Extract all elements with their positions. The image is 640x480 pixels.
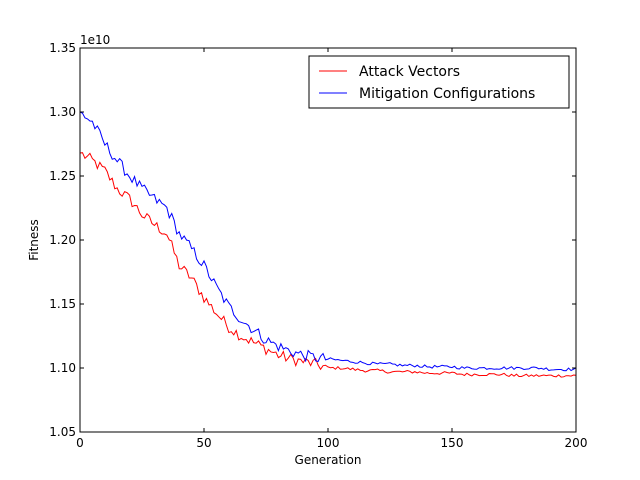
y-tick-label: 1.15 xyxy=(49,297,76,311)
x-tick-label: 150 xyxy=(441,436,464,450)
y-tick-label: 1.25 xyxy=(49,169,76,183)
y-tick-label: 1.20 xyxy=(49,233,76,247)
y-tick-label: 1.30 xyxy=(49,105,76,119)
y-tick-label: 1.35 xyxy=(49,41,76,55)
x-tick-label: 0 xyxy=(76,436,84,450)
legend: Attack Vectors Mitigation Configurations xyxy=(308,55,570,109)
legend-box xyxy=(308,55,570,109)
y-tick-label: 1.05 xyxy=(49,425,76,439)
legend-label-2: Mitigation Configurations xyxy=(359,86,535,102)
legend-label-1: Attack Vectors xyxy=(359,64,460,80)
ticks-layer: 0 50 100 150 200 1.05 1.10 1.15 1.20 1.25 1.30 1.35 xyxy=(49,41,587,450)
series-line-2 xyxy=(79,111,577,372)
x-tick-label: 100 xyxy=(317,436,340,450)
x-tick-label: 50 xyxy=(196,436,211,450)
y-tick-label: 1.10 xyxy=(49,361,76,375)
y-offset-text: 1e10 xyxy=(80,33,110,47)
series-line-1 xyxy=(79,152,577,378)
x-axis-label: Generation xyxy=(295,453,362,467)
x-tick-label: 200 xyxy=(565,436,588,450)
y-axis-label: Fitness xyxy=(27,219,41,261)
series-layer xyxy=(79,111,577,378)
